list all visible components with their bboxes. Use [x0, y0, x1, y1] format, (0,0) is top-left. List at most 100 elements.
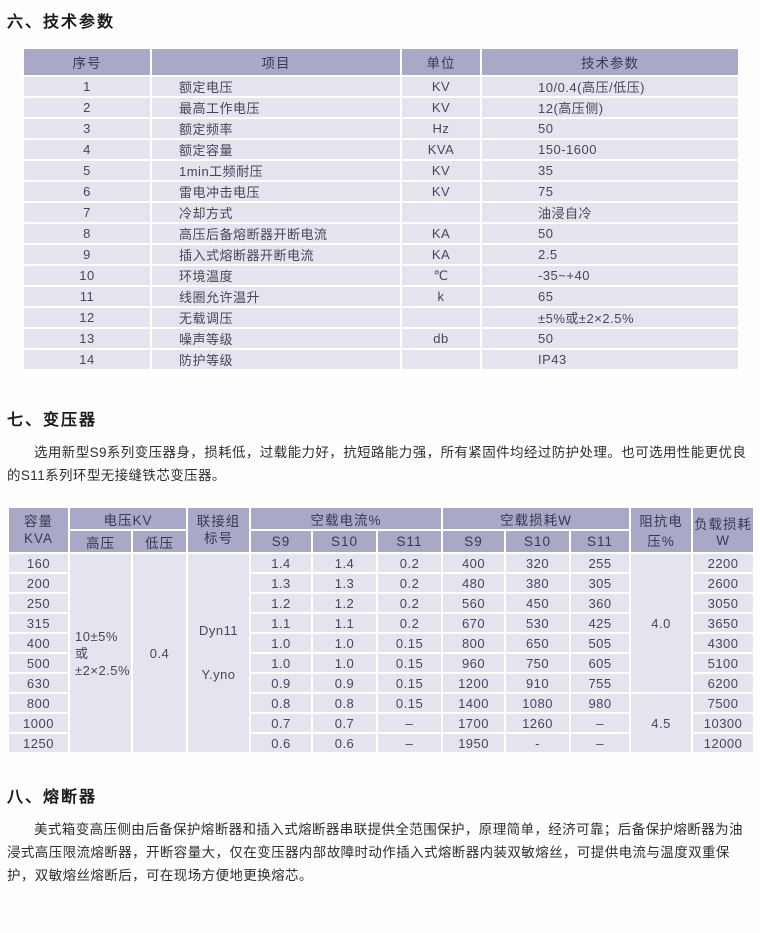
table-cell: 0.9 — [311, 672, 379, 694]
table-cell: 1.0 — [311, 652, 379, 674]
table-cell: 755 — [569, 672, 632, 694]
table-row: 13 噪声等级 db 50 — [22, 327, 740, 350]
table-row: 5 1min工频耐压 KV 35 — [22, 159, 740, 182]
table-cell: KA — [400, 243, 482, 266]
table-cell: 560 — [441, 592, 507, 614]
table-cell: 2600 — [691, 572, 756, 594]
table-cell: 0.2 — [376, 592, 444, 614]
table-row: 3 额定频率 Hz 50 — [22, 117, 740, 140]
table-cell: 1080 — [504, 692, 572, 714]
table-row: 1250 0.6 0.6–1950- –12000 — [7, 732, 756, 754]
table-cell: 1000 — [7, 712, 70, 734]
table-cell: 4.5 — [629, 692, 694, 754]
table-row: 6 雷电冲击电压 KV 75 — [22, 180, 740, 203]
table-cell: KV — [400, 180, 482, 203]
table-cell: 0.7 — [249, 712, 314, 734]
table-row: 11 线圈允许温升 k 65 — [22, 285, 740, 308]
table-cell: 3 — [22, 117, 152, 140]
section-8-title: 八、熔断器 — [7, 789, 98, 806]
transformer-paragraph: 选用新型S9系列变压器身，损耗低，过载能力好，抗短路能力强，所有紧固件均经过防护… — [7, 445, 747, 483]
table-cell: 0.4 — [130, 552, 189, 754]
table-cell: 13 — [22, 327, 152, 350]
table-cell: 11 — [22, 285, 152, 308]
col-header-item: 项目 — [150, 47, 402, 77]
table-cell: 无载调压 — [150, 306, 402, 329]
table-cell: 0.8 — [311, 692, 379, 714]
table-cell: 35 — [480, 159, 740, 182]
table-cell: 冷却方式 — [150, 201, 402, 224]
table-cell: 315 — [7, 612, 70, 634]
col-header-s10-current: S10 — [311, 529, 379, 554]
table-cell: 0.2 — [376, 572, 444, 594]
table-row: 160 10±5% 或 ±2×2.5% 0.4 Dyn11 Y.yno 1.4 1.4 0.… — [7, 552, 756, 754]
table-cell: 10/0.4(高压/低压) — [480, 75, 740, 98]
col-header-s9-loss: S9 — [441, 529, 507, 554]
table-cell: 12(高压侧) — [480, 96, 740, 119]
table-row: 200 1.3 1.3 0.2 480 380 305 2600 — [7, 572, 756, 594]
table-cell: 255 — [569, 552, 632, 574]
table-cell: 200 — [7, 572, 70, 594]
table-cell: 75 — [480, 180, 740, 203]
table-cell — [400, 348, 482, 371]
table-cell: 0.15 — [376, 692, 444, 714]
table-cell: 1.1 — [249, 612, 314, 634]
table-cell: 0.2 — [376, 552, 444, 574]
col-header-lv: 低压 — [130, 529, 189, 554]
document-page: 六、技术参数 序号 项目 单位 技术参数 1 额定电压 KV 10/0.4(高压/低压… — [7, 14, 756, 883]
table-cell: 10 — [22, 264, 152, 287]
table-cell: 50 — [480, 117, 740, 140]
col-header-noload-current: 空载电流% — [249, 506, 444, 531]
table-cell: 12000 — [691, 732, 756, 754]
table-cell: 670 — [441, 612, 507, 634]
table-cell: 6 — [22, 180, 152, 203]
table-cell: 噪声等级 — [150, 327, 402, 350]
table-row: 9 插入式熔断器开断电流 KA 2.5 — [22, 243, 740, 266]
table-header-row-2: 高压 低压 S9 S10 S11 S9 S10 S11 — [8, 529, 754, 554]
col-header-impedance: 阻抗电压% — [629, 506, 694, 554]
col-header-unit: 单位 — [400, 47, 482, 77]
table-cell: KV — [400, 75, 482, 98]
table-cell: 2 — [22, 96, 152, 119]
table-cell: 0.15 — [376, 652, 444, 674]
table-cell: ℃ — [400, 264, 482, 287]
table-cell: 305 — [569, 572, 632, 594]
table-cell: 380 — [504, 572, 572, 594]
table-row: 14 防护等级 IP43 — [22, 348, 740, 371]
table-cell: 雷电冲击电压 — [150, 180, 402, 203]
table-cell: 插入式熔断器开断电流 — [150, 243, 402, 266]
table-cell: 0.9 — [249, 672, 314, 694]
table-cell: KA — [400, 222, 482, 245]
table-row: 12 无载调压 ±5%或±2×2.5% — [22, 306, 740, 329]
table-row: 315 1.1 1.1 0.2 670 530 425 3650 — [7, 612, 756, 634]
col-header-no: 序号 — [22, 47, 152, 77]
table-cell: 1.2 — [311, 592, 379, 614]
col-header-capacity: 容量 KVA — [7, 506, 70, 554]
table-cell: 1.4 — [311, 552, 379, 574]
table-cell: – — [569, 732, 632, 754]
tech-params-table: 序号 项目 单位 技术参数 1 额定电压 KV 10/0.4(高压/低压) 2 最高工作电… — [22, 47, 740, 371]
table-cell: 环境温度 — [150, 264, 402, 287]
table-cell: 50 — [480, 327, 740, 350]
table-cell: 250 — [7, 592, 70, 614]
table-row: 2 最高工作电压 KV 12(高压侧) — [22, 96, 740, 119]
table-cell: 480 — [441, 572, 507, 594]
table-cell: 1.0 — [249, 632, 314, 654]
table-cell: 160 — [7, 552, 70, 574]
table-cell: 0.8 — [249, 692, 314, 714]
table-cell: 650 — [504, 632, 572, 654]
table-cell: 0.7 — [311, 712, 379, 734]
table-cell: 3050 — [691, 592, 756, 614]
table-row: 630 0.9 0.9 0.15 1200 910 755 6200 — [7, 672, 756, 694]
table-cell: 6200 — [691, 672, 756, 694]
table-cell: KV — [400, 159, 482, 182]
table-cell: 400 — [7, 632, 70, 654]
table-cell: 50 — [480, 222, 740, 245]
table-row: 250 1.2 1.2 0.2 560 450 360 3050 — [7, 592, 756, 614]
table-cell: 高压后备熔断器开断电流 — [150, 222, 402, 245]
col-header-params: 技术参数 — [480, 47, 740, 77]
table-cell: 980 — [569, 692, 632, 714]
table-header-row-1: 容量 KVA 电压KV 联接组 标号 空载电流% 空载损耗W 阻抗电压% 负载损… — [7, 506, 756, 554]
table-cell: 1min工频耐压 — [150, 159, 402, 182]
table-cell: – — [376, 712, 444, 734]
table-cell — [400, 201, 482, 224]
